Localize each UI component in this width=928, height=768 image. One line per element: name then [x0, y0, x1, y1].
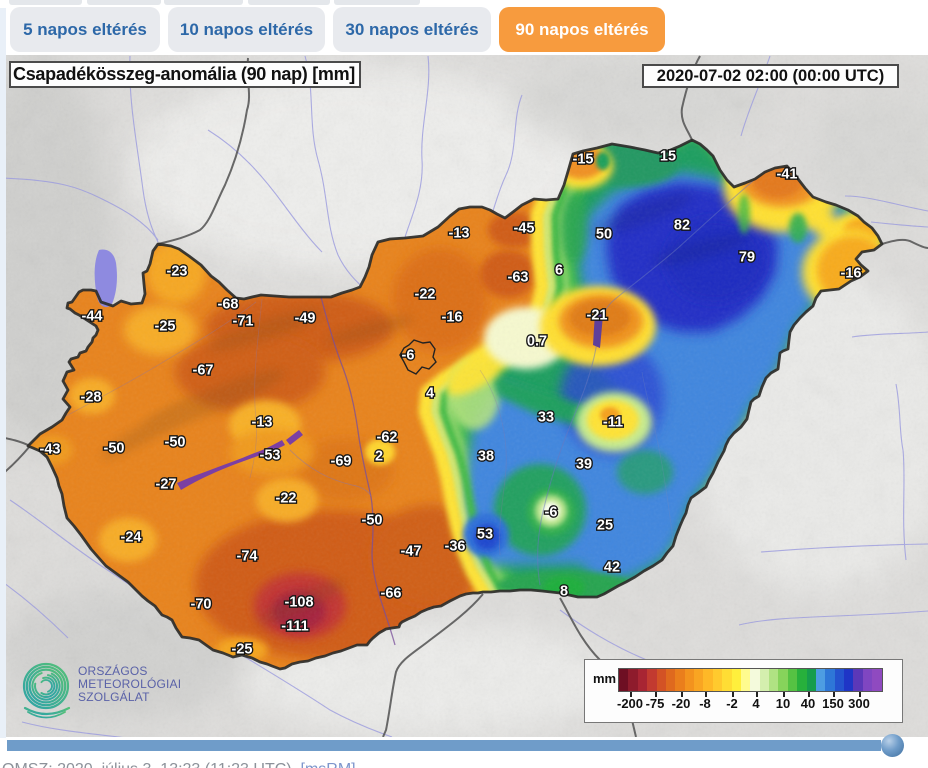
- svg-text:6: 6: [555, 263, 563, 279]
- svg-text:-24: -24: [121, 530, 142, 546]
- svg-text:-50: -50: [165, 435, 186, 451]
- svg-text:-49: -49: [295, 311, 316, 327]
- svg-text:-41: -41: [777, 167, 798, 183]
- svg-text:53: 53: [477, 527, 493, 543]
- svg-text:-70: -70: [191, 597, 212, 613]
- svg-text:-21: -21: [587, 308, 608, 324]
- svg-text:-44: -44: [82, 309, 103, 325]
- svg-text:-36: -36: [445, 539, 466, 555]
- svg-text:-68: -68: [218, 297, 239, 313]
- svg-text:-11: -11: [603, 415, 623, 431]
- svg-text:-67: -67: [193, 363, 214, 379]
- svg-text:-63: -63: [508, 270, 529, 286]
- svg-text:-6: -6: [402, 348, 415, 364]
- svg-text:2: 2: [375, 449, 383, 465]
- svg-text:-15: -15: [573, 152, 594, 168]
- svg-text:-25: -25: [232, 642, 253, 658]
- svg-text:-108: -108: [284, 595, 313, 611]
- svg-text:8: 8: [560, 584, 568, 600]
- svg-text:42: 42: [604, 560, 620, 576]
- svg-text:-6: -6: [545, 505, 558, 521]
- svg-text:-50: -50: [362, 513, 383, 529]
- svg-text:4: 4: [426, 386, 434, 402]
- svg-text:-22: -22: [276, 491, 297, 507]
- svg-text:-74: -74: [237, 549, 258, 565]
- svg-text:25: 25: [597, 518, 613, 534]
- svg-text:38: 38: [478, 449, 494, 465]
- svg-text:-62: -62: [377, 430, 398, 446]
- svg-text:-13: -13: [449, 226, 470, 242]
- svg-text:-50: -50: [104, 441, 125, 457]
- svg-text:-71: -71: [233, 314, 254, 330]
- svg-text:-43: -43: [40, 442, 61, 458]
- svg-text:-28: -28: [81, 390, 102, 406]
- svg-text:-45: -45: [514, 221, 535, 237]
- svg-text:-13: -13: [252, 415, 273, 431]
- svg-text:-66: -66: [381, 586, 402, 602]
- svg-text:-23: -23: [167, 264, 188, 280]
- svg-text:-22: -22: [415, 287, 436, 303]
- svg-text:82: 82: [674, 218, 690, 234]
- svg-text:50: 50: [596, 227, 612, 243]
- svg-text:33: 33: [538, 410, 554, 426]
- svg-text:39: 39: [576, 457, 592, 473]
- svg-text:15: 15: [660, 149, 676, 165]
- svg-text:-25: -25: [155, 319, 176, 335]
- svg-text:-69: -69: [331, 454, 352, 470]
- svg-text:0.7: 0.7: [527, 334, 547, 350]
- svg-text:-27: -27: [156, 477, 177, 493]
- svg-text:79: 79: [739, 250, 755, 266]
- svg-text:-16: -16: [442, 310, 463, 326]
- svg-text:-53: -53: [260, 448, 281, 464]
- svg-text:-111: -111: [281, 619, 308, 635]
- svg-text:-47: -47: [401, 544, 422, 560]
- svg-text:-16: -16: [841, 266, 862, 282]
